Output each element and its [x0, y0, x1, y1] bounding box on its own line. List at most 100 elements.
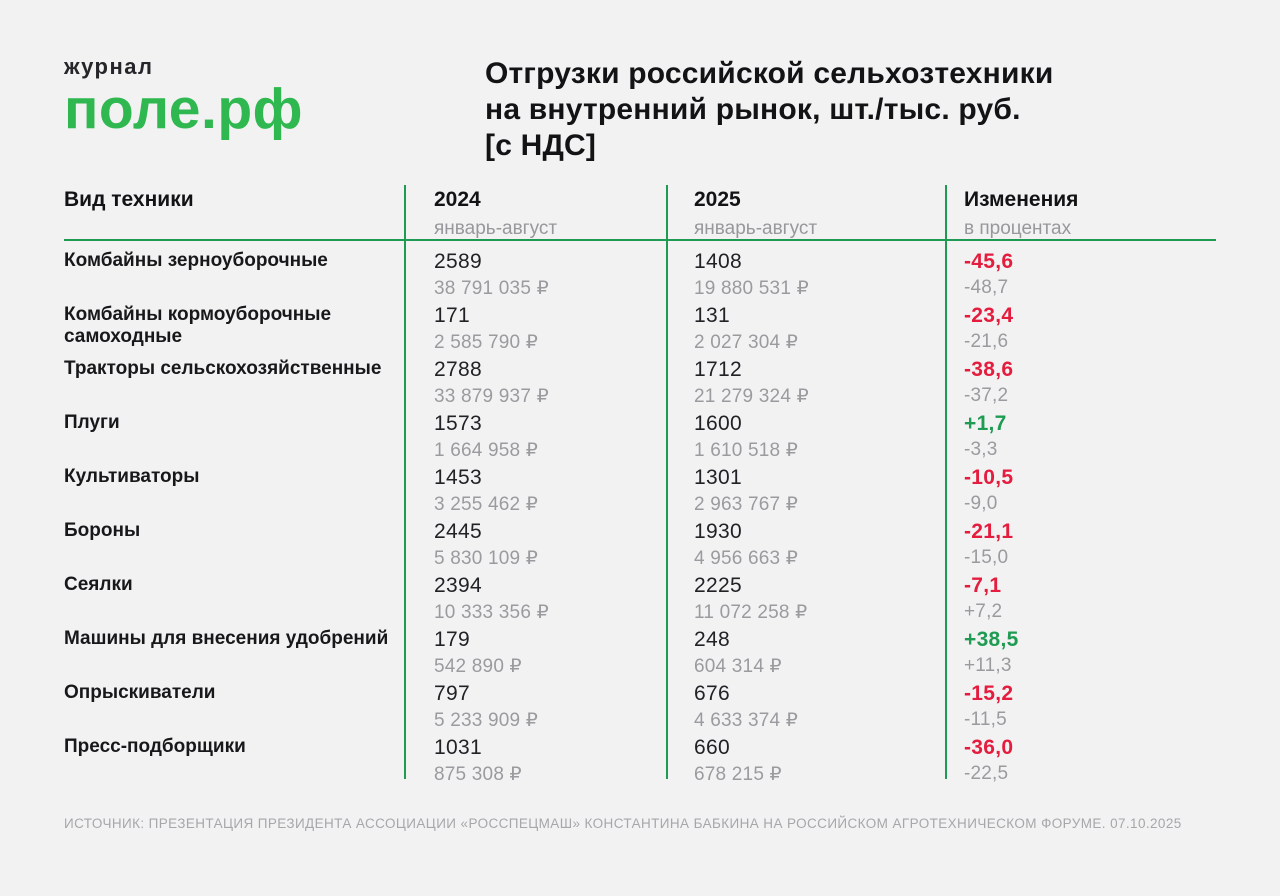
value-cell-2025: 660 678 215 ₽	[666, 725, 945, 785]
change-cell: -23,4 -21,6	[945, 293, 1216, 352]
column-header-machinery-type-label: Вид техники	[64, 188, 194, 211]
year-2025-label: 2025	[694, 188, 741, 211]
units-change-percent: +1,7	[964, 412, 1007, 435]
rubles-2024-value: 38 791 035 ₽	[434, 278, 549, 299]
value-cell-2025: 1408 19 880 531 ₽	[666, 239, 945, 299]
machinery-type-label: Комбайны кормоуборочные самоходные	[64, 304, 332, 347]
rubles-2024-value: 5 830 109 ₽	[434, 548, 539, 569]
rubles-change-percent: +7,2	[964, 601, 1003, 622]
units-2025-value: 1712	[694, 358, 742, 381]
column-header-2025: 2025 январь-август	[666, 185, 945, 241]
page-title-line1: Отгрузки российской сельхозтехники	[485, 57, 1054, 90]
table-row-name-cell: Плуги	[64, 401, 404, 455]
units-2025-value: 660	[694, 736, 730, 759]
units-2024-value: 1573	[434, 412, 482, 435]
value-cell-2024: 2788 33 879 937 ₽	[404, 347, 666, 407]
units-change-percent: -23,4	[964, 304, 1014, 327]
rubles-change-percent: -15,0	[964, 547, 1009, 568]
value-cell-2025: 676 4 633 374 ₽	[666, 671, 945, 731]
rubles-2024-value: 875 308 ₽	[434, 764, 522, 785]
table-row-name-cell: Культиваторы	[64, 455, 404, 509]
column-header-machinery-type: Вид техники	[64, 185, 404, 241]
machinery-type-label: Культиваторы	[64, 466, 200, 487]
period-2025-label: январь-август	[694, 218, 818, 239]
units-2025-value: 1600	[694, 412, 742, 435]
rubles-2024-value: 2 585 790 ₽	[434, 332, 539, 353]
change-cell: -7,1 +7,2	[945, 563, 1216, 622]
value-cell-2024: 2394 10 333 356 ₽	[404, 563, 666, 623]
rubles-2024-value: 33 879 937 ₽	[434, 386, 549, 407]
units-change-percent: -21,1	[964, 520, 1014, 543]
change-cell: -15,2 -11,5	[945, 671, 1216, 730]
change-cell: -21,1 -15,0	[945, 509, 1216, 568]
rubles-change-percent: -9,0	[964, 493, 998, 514]
rubles-2025-value: 11 072 258 ₽	[694, 602, 808, 623]
table-row-name-cell: Бороны	[64, 509, 404, 563]
page-title-line2: на внутренний рынок, шт./тыс. руб.	[485, 93, 1021, 126]
machinery-type-label: Бороны	[64, 520, 141, 541]
changes-sub-label: в процентах	[964, 218, 1072, 239]
units-change-percent: -15,2	[964, 682, 1014, 705]
value-cell-2024: 1453 3 255 462 ₽	[404, 455, 666, 515]
units-2025-value: 1301	[694, 466, 742, 489]
value-cell-2025: 1301 2 963 767 ₽	[666, 455, 945, 515]
rubles-2025-value: 678 215 ₽	[694, 764, 782, 785]
machinery-type-label: Пресс-подборщики	[64, 736, 246, 757]
value-cell-2024: 2589 38 791 035 ₽	[404, 239, 666, 299]
machinery-type-label: Машины для внесения удобрений	[64, 628, 389, 649]
units-2024-value: 797	[434, 682, 470, 705]
units-2025-value: 2225	[694, 574, 742, 597]
units-2025-value: 248	[694, 628, 730, 651]
units-change-percent: -7,1	[964, 574, 1002, 597]
change-cell: -38,6 -37,2	[945, 347, 1216, 406]
machinery-type-label: Тракторы сельскохозяйственные	[64, 358, 382, 379]
units-2025-value: 1930	[694, 520, 742, 543]
shipments-table: Вид техники 2024 январь-август 2025 янва…	[64, 185, 1216, 785]
value-cell-2025: 1600 1 610 518 ₽	[666, 401, 945, 461]
rubles-2024-value: 5 233 909 ₽	[434, 710, 539, 731]
units-2024-value: 1453	[434, 466, 482, 489]
rubles-change-percent: -48,7	[964, 277, 1009, 298]
rubles-change-percent: -22,5	[964, 763, 1009, 784]
rubles-change-percent: -21,6	[964, 331, 1009, 352]
value-cell-2025: 1712 21 279 324 ₽	[666, 347, 945, 407]
logo-brand-text: поле.рф	[64, 77, 304, 141]
machinery-type-label: Сеялки	[64, 574, 133, 595]
value-cell-2024: 797 5 233 909 ₽	[404, 671, 666, 731]
rubles-2025-value: 604 314 ₽	[694, 656, 782, 677]
units-change-percent: +38,5	[964, 628, 1019, 651]
rubles-2025-value: 1 610 518 ₽	[694, 440, 799, 461]
table-row-name-cell: Машины для внесения удобрений	[64, 617, 404, 671]
machinery-type-label: Опрыскиватели	[64, 682, 216, 703]
units-2025-value: 1408	[694, 250, 742, 273]
rubles-2024-value: 10 333 356 ₽	[434, 602, 549, 623]
table-row-name-cell: Пресс-подборщики	[64, 725, 404, 779]
units-2025-value: 131	[694, 304, 730, 327]
rubles-2025-value: 2 027 304 ₽	[694, 332, 799, 353]
value-cell-2024: 179 542 890 ₽	[404, 617, 666, 677]
change-cell: -36,0 -22,5	[945, 725, 1216, 784]
rubles-2024-value: 1 664 958 ₽	[434, 440, 539, 461]
rubles-2025-value: 21 279 324 ₽	[694, 386, 809, 407]
value-cell-2025: 248 604 314 ₽	[666, 617, 945, 677]
table-row-name-cell: Комбайны кормоуборочные самоходные	[64, 293, 404, 347]
rubles-2024-value: 3 255 462 ₽	[434, 494, 539, 515]
units-change-percent: -38,6	[964, 358, 1014, 381]
units-2024-value: 171	[434, 304, 470, 327]
units-2024-value: 2589	[434, 250, 482, 273]
value-cell-2024: 1573 1 664 958 ₽	[404, 401, 666, 461]
value-cell-2024: 2445 5 830 109 ₽	[404, 509, 666, 569]
rubles-2025-value: 2 963 767 ₽	[694, 494, 799, 515]
rubles-change-percent: -3,3	[964, 439, 998, 460]
table-row-name-cell: Комбайны зерноуборочные	[64, 239, 404, 293]
value-cell-2024: 1031 875 308 ₽	[404, 725, 666, 785]
change-cell: -45,6 -48,7	[945, 239, 1216, 298]
rubles-change-percent: +11,3	[964, 655, 1012, 676]
change-cell: -10,5 -9,0	[945, 455, 1216, 514]
value-cell-2025: 131 2 027 304 ₽	[666, 293, 945, 353]
rubles-change-percent: -37,2	[964, 385, 1009, 406]
table-row-name-cell: Тракторы сельскохозяйственные	[64, 347, 404, 401]
units-2024-value: 2394	[434, 574, 482, 597]
changes-label: Изменения	[964, 188, 1079, 211]
period-2024-label: январь-август	[434, 218, 558, 239]
